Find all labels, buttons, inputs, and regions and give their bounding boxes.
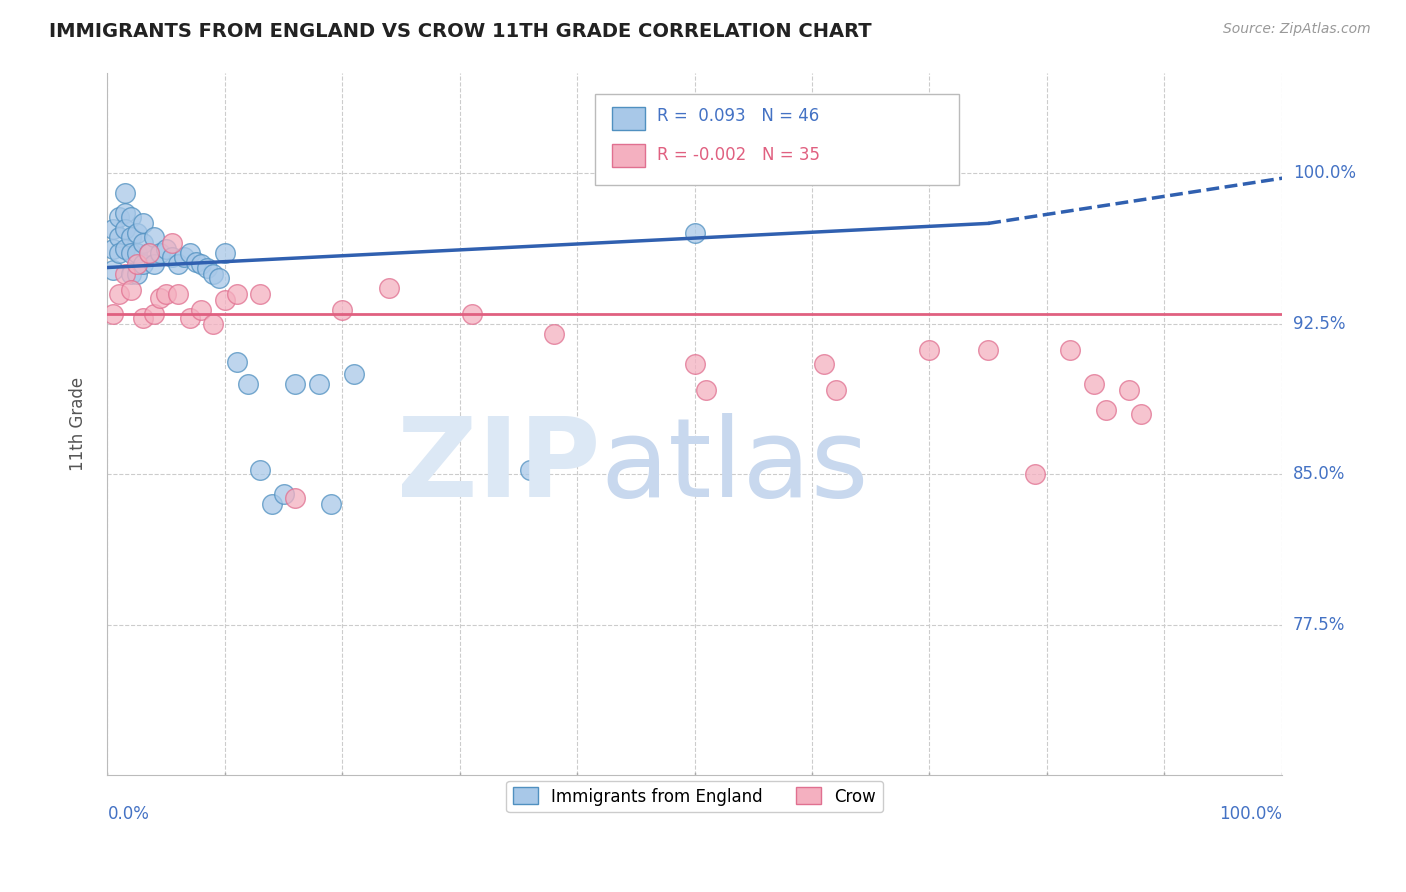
Point: [143, 230, 166, 244]
Point: [1059, 343, 1081, 357]
Point: [813, 357, 835, 371]
Text: 77.5%: 77.5%: [1294, 615, 1346, 633]
Point: [1129, 407, 1152, 421]
Point: [308, 376, 330, 391]
Point: [173, 251, 195, 265]
Point: [108, 246, 131, 260]
Point: [683, 357, 706, 371]
Point: [284, 376, 307, 391]
Point: [273, 487, 295, 501]
Point: [138, 246, 160, 260]
Text: Source: ZipAtlas.com: Source: ZipAtlas.com: [1223, 22, 1371, 37]
Point: [179, 310, 201, 325]
Point: [225, 286, 247, 301]
Point: [202, 317, 225, 331]
Point: [460, 307, 482, 321]
Point: [120, 211, 142, 225]
Point: [149, 291, 172, 305]
Point: [120, 246, 142, 260]
Point: [238, 376, 260, 391]
Point: [202, 267, 225, 281]
Text: 0.0%: 0.0%: [107, 805, 149, 823]
Point: [149, 246, 172, 260]
Point: [824, 383, 846, 397]
Point: [1118, 383, 1140, 397]
Point: [260, 497, 283, 511]
Point: [190, 256, 212, 270]
Point: [249, 463, 271, 477]
Point: [103, 222, 125, 236]
Point: [695, 383, 717, 397]
Point: [683, 227, 706, 241]
Point: [103, 243, 125, 257]
Point: [1094, 403, 1116, 417]
FancyBboxPatch shape: [613, 107, 645, 129]
Point: [179, 246, 201, 260]
Text: ZIP: ZIP: [398, 413, 600, 519]
Point: [108, 230, 131, 244]
Point: [131, 236, 153, 251]
Point: [131, 216, 153, 230]
Point: [125, 246, 148, 260]
Text: 100.0%: 100.0%: [1219, 805, 1282, 823]
Point: [143, 256, 166, 270]
Text: R =  0.093   N = 46: R = 0.093 N = 46: [657, 107, 820, 125]
Point: [138, 246, 160, 260]
Point: [249, 286, 271, 301]
Point: [125, 227, 148, 241]
Point: [918, 343, 941, 357]
Point: [114, 222, 136, 236]
Point: [330, 302, 353, 317]
Text: IMMIGRANTS FROM ENGLAND VS CROW 11TH GRADE CORRELATION CHART: IMMIGRANTS FROM ENGLAND VS CROW 11TH GRA…: [49, 22, 872, 41]
Point: [103, 307, 125, 321]
Point: [131, 310, 153, 325]
Point: [114, 206, 136, 220]
Point: [543, 326, 565, 341]
Point: [195, 260, 218, 275]
Text: 92.5%: 92.5%: [1294, 315, 1346, 333]
Point: [190, 302, 212, 317]
Point: [143, 307, 166, 321]
Text: 100.0%: 100.0%: [1294, 164, 1355, 182]
Point: [114, 267, 136, 281]
Point: [167, 256, 190, 270]
Point: [125, 267, 148, 281]
Point: [120, 283, 142, 297]
Point: [108, 286, 131, 301]
Point: [125, 256, 148, 270]
Point: [214, 246, 236, 260]
Text: 11th Grade: 11th Grade: [69, 377, 87, 471]
Text: 85.0%: 85.0%: [1294, 465, 1346, 483]
Point: [167, 286, 190, 301]
Text: R = -0.002   N = 35: R = -0.002 N = 35: [657, 145, 820, 164]
Point: [155, 286, 177, 301]
Point: [160, 251, 183, 265]
Point: [184, 254, 207, 268]
Point: [977, 343, 1000, 357]
Point: [120, 267, 142, 281]
Point: [131, 256, 153, 270]
Point: [114, 186, 136, 201]
Point: [155, 243, 177, 257]
Point: [284, 491, 307, 505]
Point: [319, 497, 342, 511]
Point: [1024, 467, 1046, 481]
Point: [114, 243, 136, 257]
Point: [378, 280, 401, 294]
Point: [1083, 376, 1105, 391]
FancyBboxPatch shape: [613, 145, 645, 167]
Point: [208, 270, 231, 285]
Point: [214, 293, 236, 307]
Legend: Immigrants from England, Crow: Immigrants from England, Crow: [506, 780, 883, 813]
Point: [225, 355, 247, 369]
FancyBboxPatch shape: [595, 94, 959, 186]
Text: atlas: atlas: [600, 413, 869, 519]
Point: [519, 463, 541, 477]
Point: [343, 367, 366, 381]
Point: [120, 230, 142, 244]
Point: [160, 236, 183, 251]
Point: [108, 211, 131, 225]
Point: [103, 262, 125, 277]
